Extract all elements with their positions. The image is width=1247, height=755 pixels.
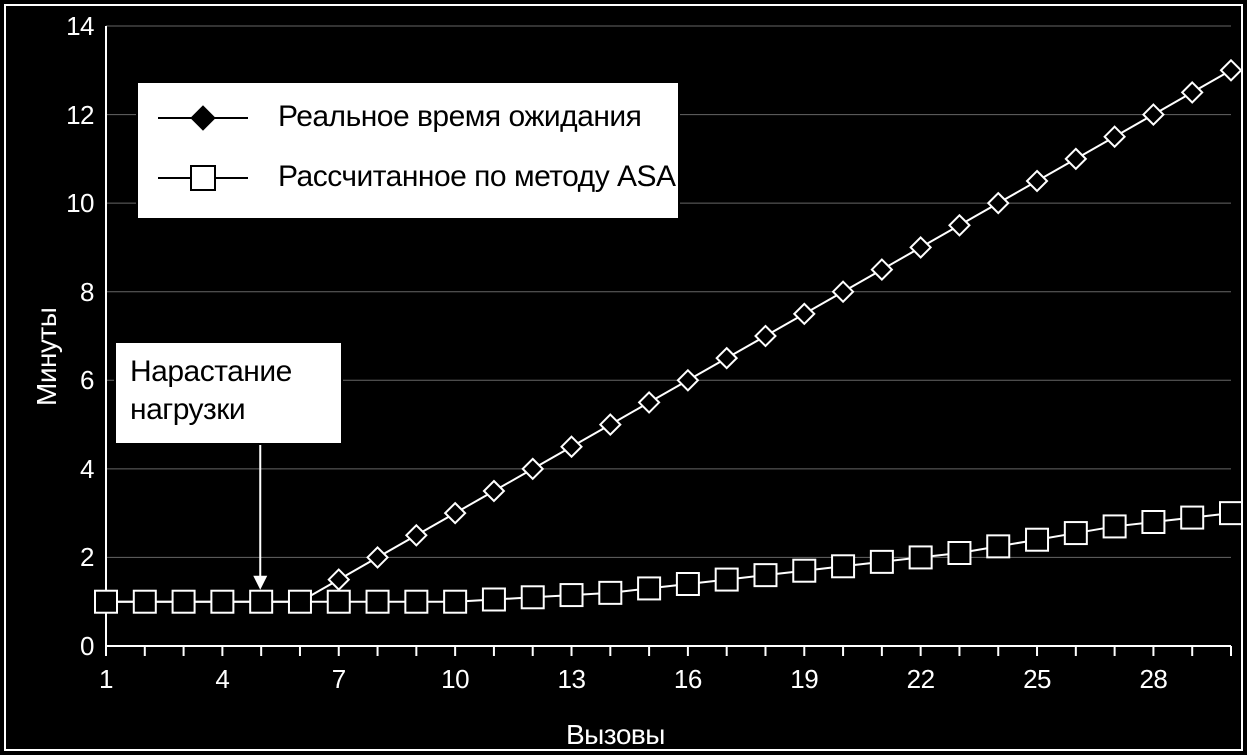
x-axis-label: Вызовы [566, 719, 665, 751]
x-tick-label: 16 [670, 664, 706, 695]
x-tick-label: 19 [786, 664, 822, 695]
y-tick-label: 0 [80, 631, 94, 662]
annotation-box: Нарастание нагрузки [114, 341, 343, 445]
annotation-text: Нарастание нагрузки [130, 353, 292, 428]
y-tick-label: 6 [80, 365, 94, 396]
legend-item-0-label: Реальное время ожидания [278, 100, 641, 134]
x-tick-label: 1 [88, 664, 124, 695]
y-tick-label: 14 [66, 11, 94, 42]
x-tick-label: 25 [1019, 664, 1055, 695]
annotation-line1: Нарастание [130, 355, 292, 388]
legend-box: Реальное время ожидания Рассчитанное по … [136, 81, 680, 220]
x-tick-label: 10 [437, 664, 473, 695]
x-tick-label: 13 [554, 664, 590, 695]
x-tick-label: 7 [321, 664, 357, 695]
y-tick-label: 10 [66, 188, 94, 219]
chart-frame: Минуты Вызовы 02468101214147101316192225… [4, 4, 1243, 751]
y-tick-label: 8 [80, 277, 94, 308]
y-axis-label: Минуты [31, 308, 63, 406]
x-tick-label: 28 [1135, 664, 1171, 695]
y-tick-label: 12 [66, 100, 94, 131]
y-tick-label: 4 [80, 454, 94, 485]
legend-item-1-label: Рассчитанное по методу ASA [278, 160, 676, 194]
x-tick-label: 4 [204, 664, 240, 695]
y-tick-label: 2 [80, 542, 94, 573]
x-tick-label: 22 [903, 664, 939, 695]
annotation-line2: нагрузки [130, 393, 245, 426]
